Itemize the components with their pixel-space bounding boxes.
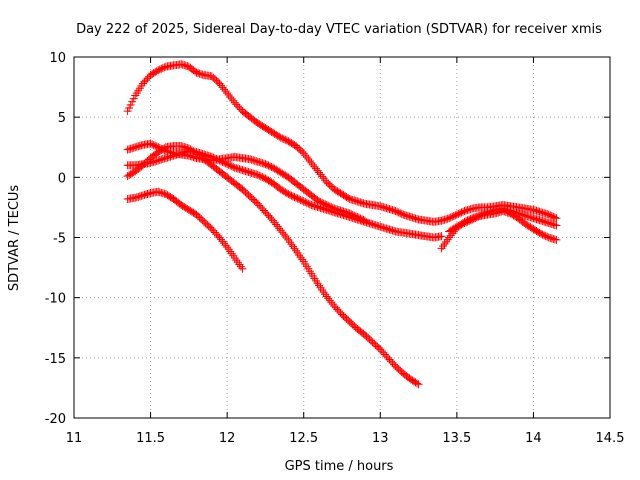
data-point [295,251,304,260]
x-tick-label: 11.5 [136,431,165,446]
data-point [287,240,296,249]
data-point [290,244,299,253]
data-point [437,244,446,253]
data-points [123,60,561,389]
data-point [235,260,244,269]
data-point [298,255,307,264]
data-point [284,235,293,244]
data-point [292,246,301,255]
data-point [293,248,302,257]
data-point [285,238,294,247]
data-point [230,253,239,262]
data-point [318,285,327,294]
chart-title: Day 222 of 2025, Sidereal Day-to-day VTE… [76,22,602,37]
data-point [315,281,324,290]
data-point [288,242,297,251]
x-axis-label: GPS time / hours [285,459,394,474]
data-point [552,214,561,223]
data-point [236,262,245,271]
data-point [223,243,232,252]
x-tick-label: 13.5 [442,431,471,446]
y-tick-label: -20 [45,412,66,427]
data-point [233,258,242,267]
x-tick-label: 11 [66,431,83,446]
y-tick-label: -15 [45,352,66,367]
x-tick-label: 14.5 [596,431,625,446]
data-point [439,242,448,251]
data-point [227,249,236,258]
y-tick-label: 10 [49,51,66,66]
data-point [238,264,247,273]
data-point [224,245,233,254]
data-point [321,290,330,299]
x-tick-label: 12 [219,431,236,446]
data-point [437,232,446,241]
x-tick-label: 12.5 [289,431,318,446]
data-point [443,235,452,244]
series-track-7 [445,204,561,236]
data-point [440,239,449,248]
y-tick-label: 0 [58,171,66,186]
data-point [229,251,238,260]
axis-ticks: 11 11.5 12 12.5 13 13.5 14 14.5 10 5 0 -5 -10 -15 -20 [45,51,625,446]
series-track-5 [123,187,247,273]
y-tick-label: 5 [58,111,66,126]
data-point [226,247,235,256]
grid-lines [74,57,610,418]
data-point [442,237,451,246]
y-tick-label: -10 [45,292,66,307]
series-track-4 [123,142,423,389]
data-point [296,253,305,262]
x-tick-label: 13 [372,431,389,446]
data-point [552,235,561,244]
y-axis-label: SDTVAR / TECUs [7,185,22,292]
data-point [316,283,325,292]
data-point [319,288,328,297]
x-tick-label: 14 [525,431,542,446]
data-point [552,221,561,230]
data-point [413,379,422,388]
data-point [550,213,559,222]
series-track-3 [123,146,446,242]
data-point [232,256,241,265]
data-point [282,233,291,242]
series-track-1 [123,60,561,226]
data-point [221,241,230,250]
data-point [414,380,423,389]
y-tick-label: -5 [53,232,66,247]
